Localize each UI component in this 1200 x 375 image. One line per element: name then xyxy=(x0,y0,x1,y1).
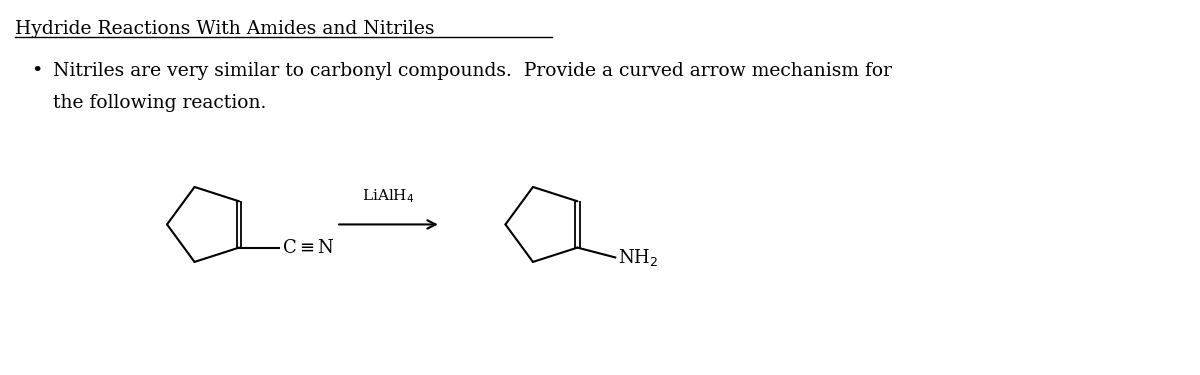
Text: the following reaction.: the following reaction. xyxy=(53,94,266,112)
Text: C$\equiv$N: C$\equiv$N xyxy=(282,238,335,256)
Text: Nitriles are very similar to carbonyl compounds.  Provide a curved arrow mechani: Nitriles are very similar to carbonyl co… xyxy=(53,62,892,80)
Text: •: • xyxy=(31,62,42,80)
Text: Hydride Reactions With Amides and Nitriles: Hydride Reactions With Amides and Nitril… xyxy=(14,20,434,38)
Text: LiAlH$_4$: LiAlH$_4$ xyxy=(362,187,415,205)
Text: NH$_2$: NH$_2$ xyxy=(618,247,659,268)
